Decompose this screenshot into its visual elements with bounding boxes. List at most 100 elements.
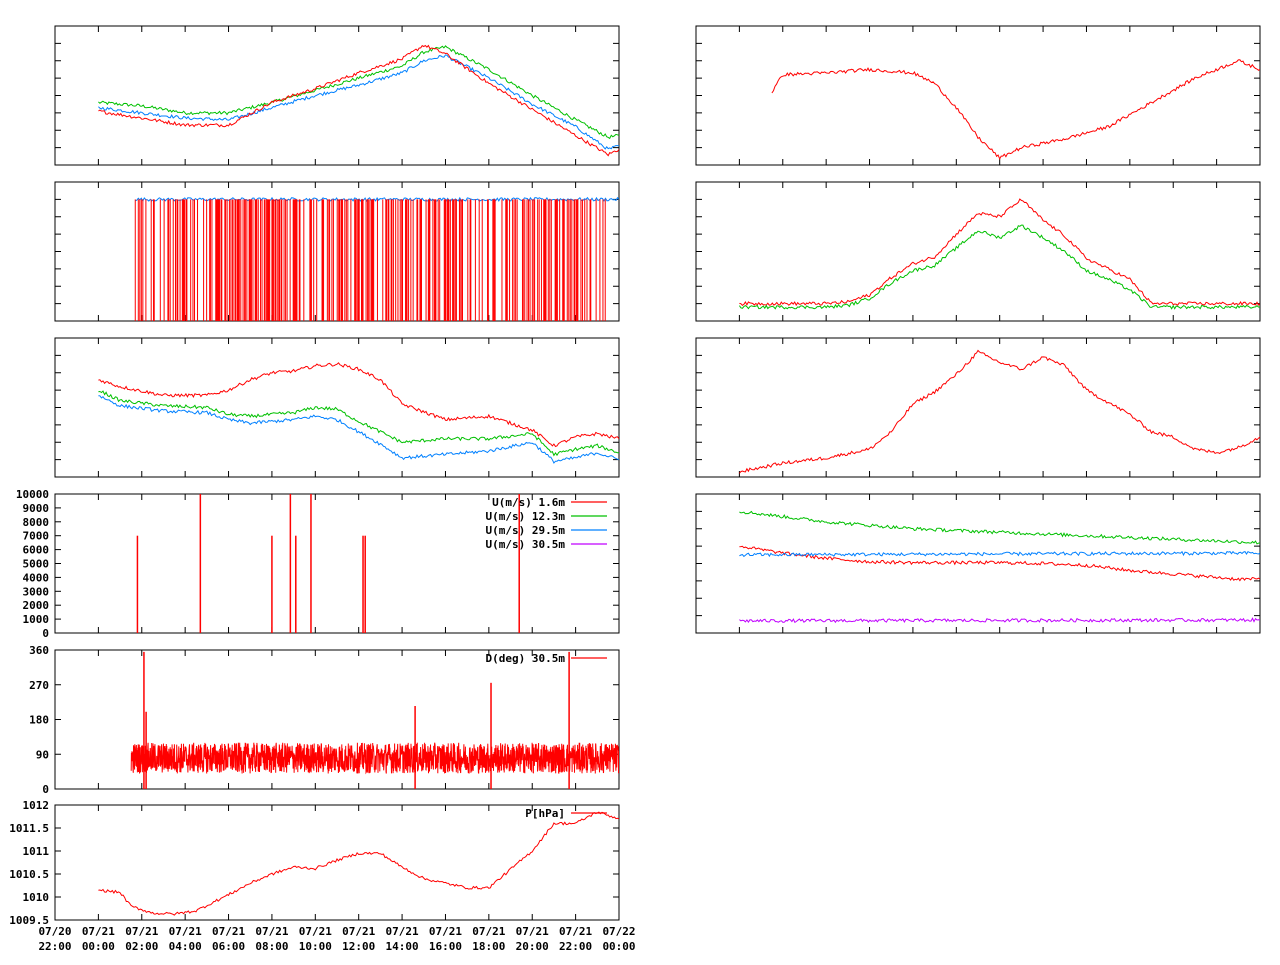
y-tick-label: 1011.5: [9, 822, 49, 835]
x-tick-date: 07/22: [602, 925, 635, 938]
x-tick-date: 07/21: [212, 925, 245, 938]
x-tick-time: 12:00: [342, 940, 375, 953]
chart-panel-left-3: [54, 337, 620, 478]
plot-area: [134, 196, 619, 321]
x-tick-date: 07/21: [429, 925, 462, 938]
legend-label: U(m/s) 29.5m: [486, 524, 566, 537]
y-tick-label: 5000: [23, 558, 50, 571]
x-tick-time: 10:00: [299, 940, 332, 953]
y-tick-label: 10000: [16, 488, 49, 501]
plot-area: [738, 198, 1260, 310]
x-tick-date: 07/21: [169, 925, 202, 938]
legend-label: P[hPa]: [525, 807, 565, 820]
time-axis-labels: 07/20 22:00 07/21 00:00 07/21 02:00 07/21 04:00…: [38, 925, 635, 953]
x-tick-time: 08:00: [255, 940, 288, 953]
plot-frame: [54, 25, 620, 166]
series-line-series-2: [739, 550, 1260, 558]
chart-panel-right-4: [695, 493, 1261, 634]
x-tick-date: 07/21: [386, 925, 419, 938]
series-line-series-0: [771, 59, 1260, 161]
series-line-series-2: [98, 395, 619, 464]
x-tick-date: 07/21: [516, 925, 549, 938]
series-line-d-deg-30-5m: [130, 742, 619, 775]
plot-frame: [695, 25, 1261, 166]
plot-frame: [54, 804, 620, 921]
y-tick-label: 1012: [23, 799, 50, 812]
y-tick-label: 360: [29, 644, 49, 657]
y-tick-label: 1000: [23, 613, 50, 626]
plot-area: [739, 349, 1260, 474]
chart-panel-left-1: [54, 25, 620, 166]
series-line-series-0: [739, 198, 1260, 307]
plot-area: [98, 811, 619, 916]
x-tick-date: 07/21: [342, 925, 375, 938]
series-line-series-1: [738, 224, 1260, 310]
chart-panel-left-2: [54, 181, 620, 322]
x-tick-time: 06:00: [212, 940, 245, 953]
y-tick-label: 1011: [23, 845, 50, 858]
plot-area: [136, 494, 520, 633]
x-tick-date: 07/21: [299, 925, 332, 938]
series-line-series-0: [98, 362, 619, 448]
plot-frame: [695, 181, 1261, 322]
y-tick-label: 4000: [23, 571, 50, 584]
plot-area: [98, 362, 619, 464]
plot-frame: [695, 493, 1261, 634]
y-tick-label: 3000: [23, 585, 50, 598]
x-tick-time: 00:00: [602, 940, 635, 953]
y-tick-label: 6000: [23, 544, 50, 557]
x-tick-date: 07/21: [82, 925, 115, 938]
x-tick-time: 04:00: [169, 940, 202, 953]
chart-panel-right-3: [695, 337, 1261, 478]
y-tick-label: 8000: [23, 516, 50, 529]
series-line-series-1: [98, 390, 619, 457]
series-line-series-1: [739, 545, 1260, 582]
x-tick-time: 18:00: [472, 940, 505, 953]
series-line-series-0: [739, 510, 1260, 545]
legend-label: D(deg) 30.5m: [486, 652, 566, 665]
x-tick-time: 20:00: [516, 940, 549, 953]
x-tick-date: 07/21: [472, 925, 505, 938]
x-tick-time: 00:00: [82, 940, 115, 953]
series-line-series-0: [739, 349, 1260, 474]
series-line-series-2: [98, 44, 619, 157]
legend-label: U(m/s) 1.6m: [492, 496, 565, 509]
y-tick-label: 9000: [23, 502, 50, 515]
x-tick-time: 02:00: [125, 940, 158, 953]
chart-panel-right-1: [695, 25, 1261, 166]
plot-frame: [54, 337, 620, 478]
y-tick-label: 270: [29, 679, 49, 692]
x-tick-time: 22:00: [38, 940, 71, 953]
x-tick-date: 07/20: [38, 925, 71, 938]
x-tick-time: 14:00: [386, 940, 419, 953]
chart-panel-left-6: 1009.5 1010 1010.5 1011 1011.5 1012 P[hPa]: [9, 799, 620, 927]
series-line-series-0: [98, 45, 619, 140]
chart-panel-right-2: [695, 181, 1261, 322]
y-tick-label: 1009.5: [9, 914, 49, 927]
series-line-series-1: [98, 54, 619, 150]
plot-frame: [695, 337, 1261, 478]
y-tick-label: 0: [42, 783, 49, 796]
y-tick-label: 1010: [23, 891, 50, 904]
y-tick-label: 2000: [23, 599, 50, 612]
y-tick-label: 1010.5: [9, 868, 49, 881]
series-line-p-hpa-: [98, 811, 619, 916]
x-tick-date: 07/21: [125, 925, 158, 938]
plot-area: [130, 651, 619, 789]
chart-panel-left-4: 0100020003000400050006000700080009000100…: [16, 488, 620, 640]
series-line-series-3: [739, 617, 1260, 624]
y-tick-label: 7000: [23, 530, 50, 543]
plot-area: [739, 510, 1260, 624]
x-tick-time: 16:00: [429, 940, 462, 953]
chart-panel-left-5: 0 90 180 270 360 D(deg) 30.5m: [29, 644, 620, 796]
y-tick-label: 0: [42, 627, 49, 640]
plot-area: [771, 59, 1260, 161]
x-tick-date: 07/21: [559, 925, 592, 938]
y-tick-label: 180: [29, 714, 49, 727]
legend-label: U(m/s) 30.5m: [486, 538, 566, 551]
x-tick-date: 07/21: [255, 925, 288, 938]
legend-label: U(m/s) 12.3m: [486, 510, 566, 523]
plot-area: [98, 44, 619, 157]
